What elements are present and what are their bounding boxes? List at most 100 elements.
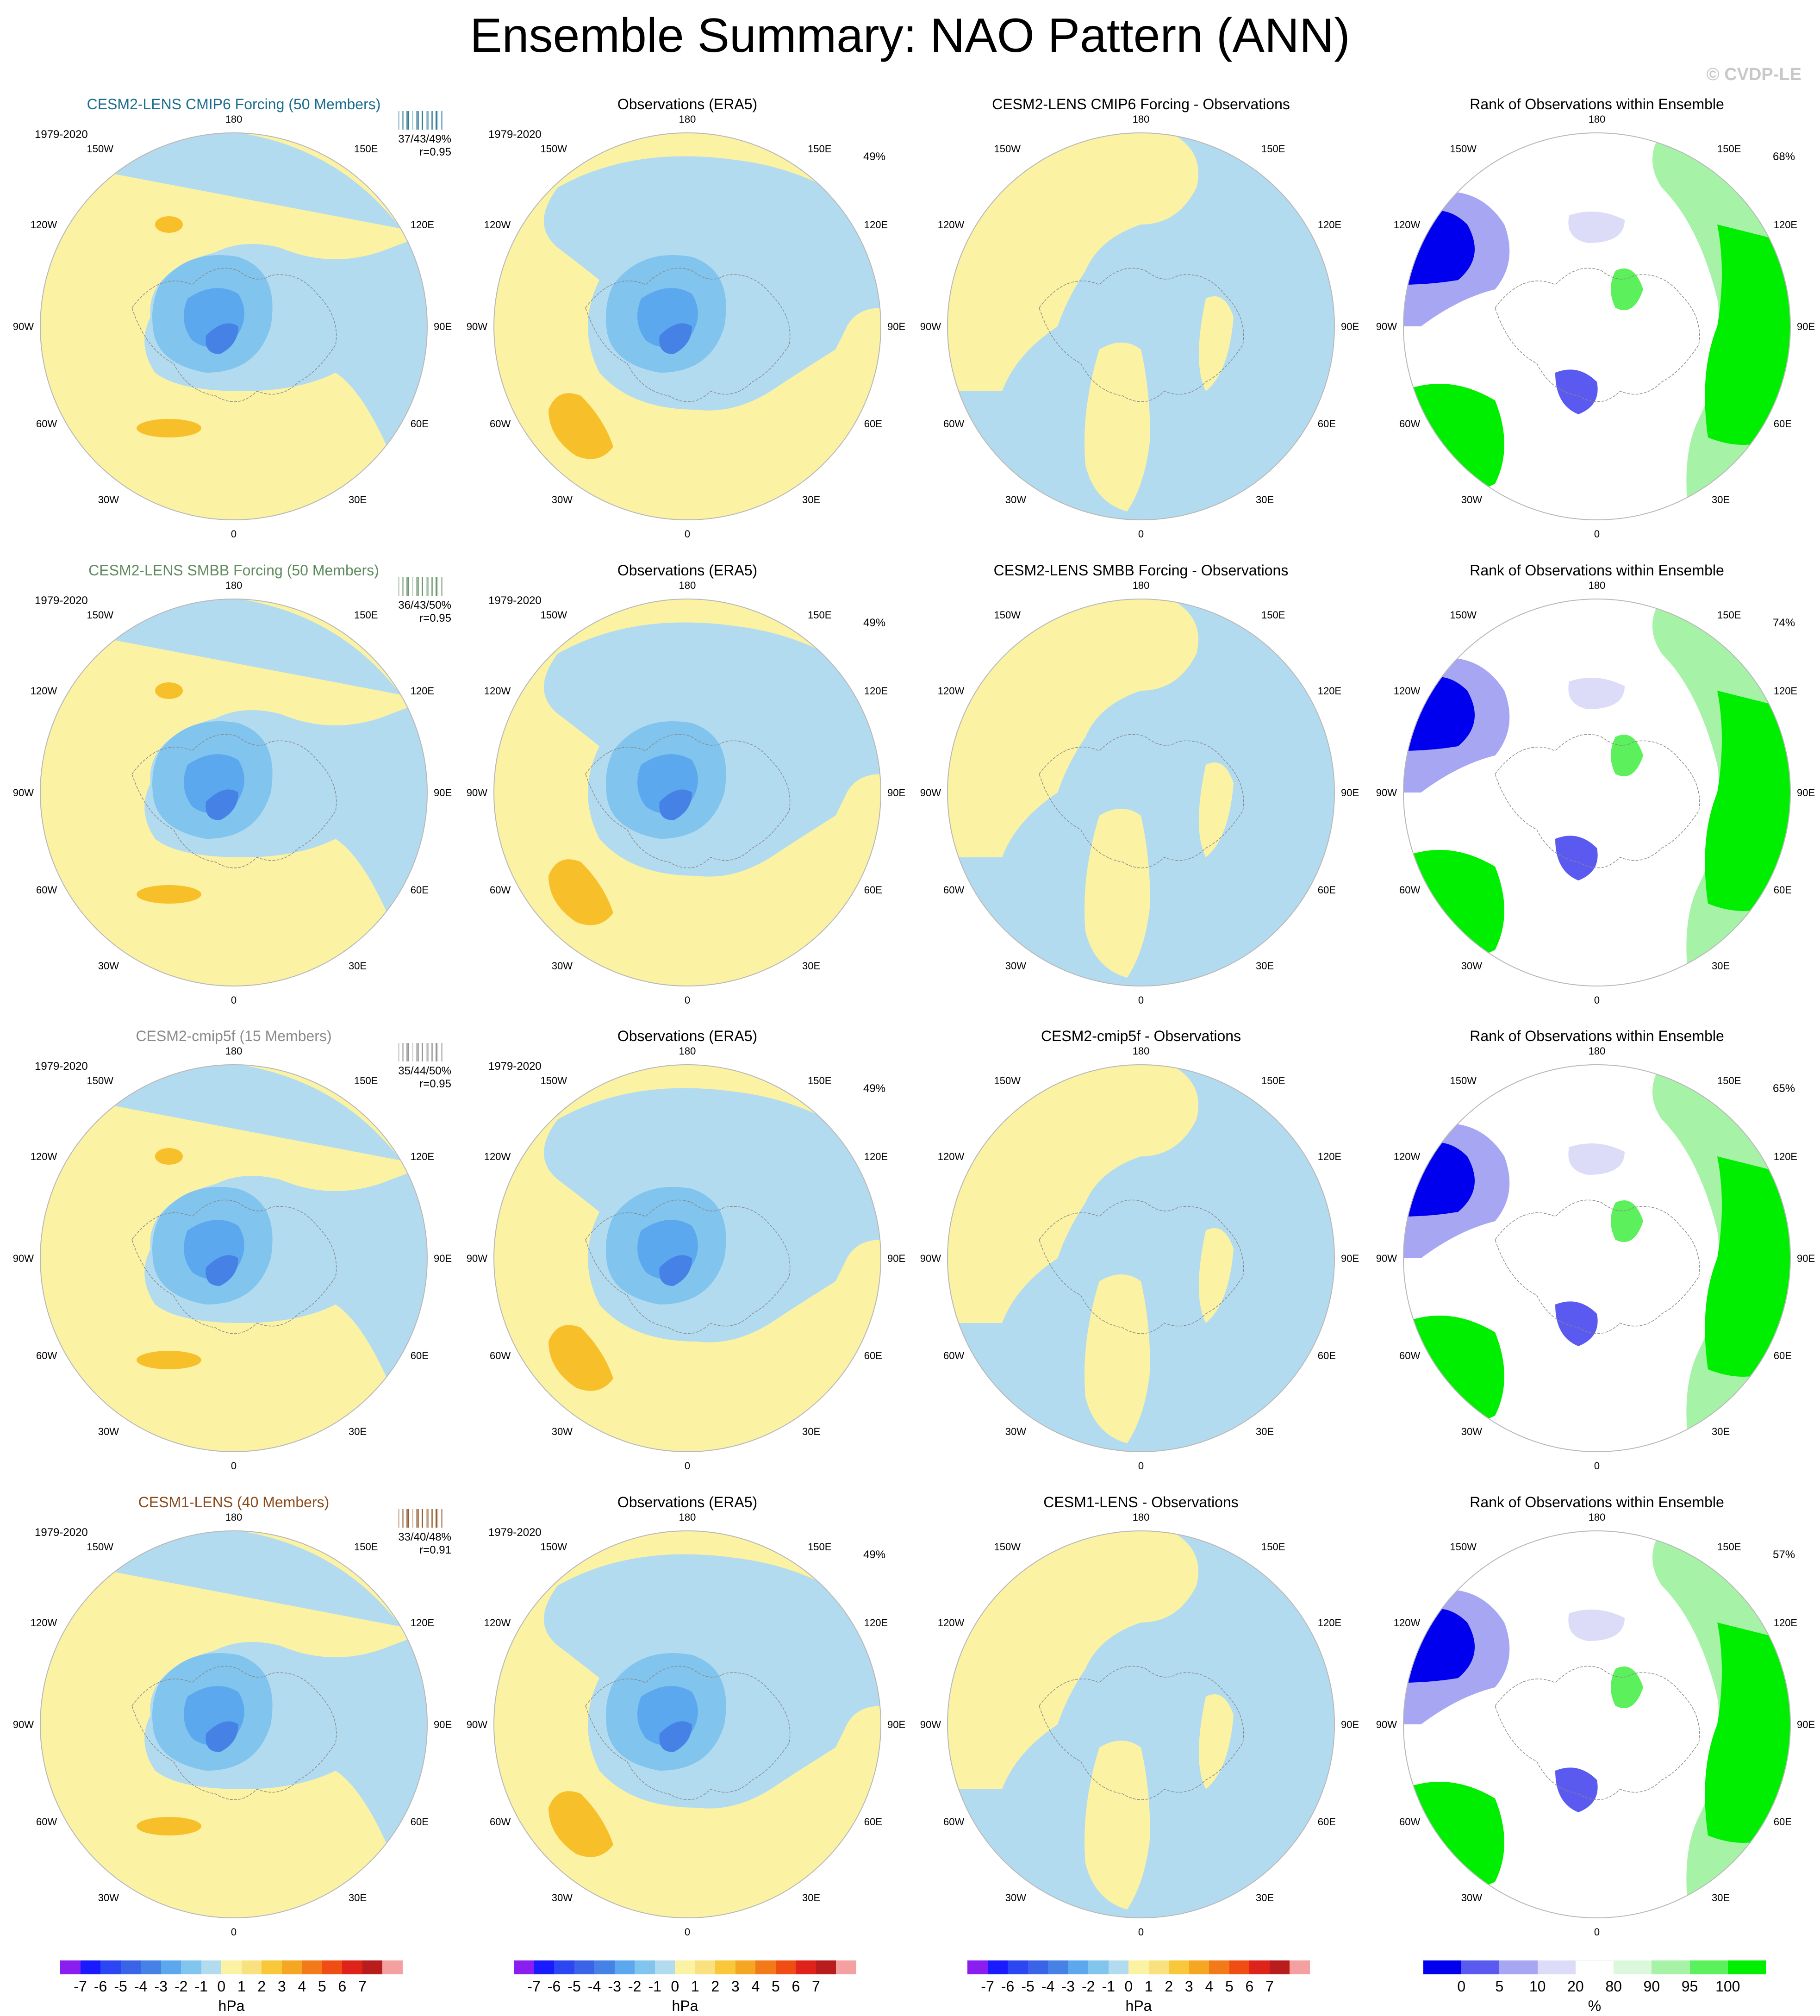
pattern-correlation: r=0.91 [419, 1544, 451, 1556]
rank-low-patch [1555, 1767, 1598, 1812]
colorbar-swatch [1229, 1960, 1250, 1974]
member-tick [398, 111, 399, 130]
positive-difference-asia [1199, 1228, 1234, 1323]
longitude-label: 60E [1773, 1350, 1792, 1361]
longitude-label: 90E [434, 1253, 452, 1264]
longitude-label: 150E [1717, 143, 1741, 155]
colorbar-unit: hPa [672, 1997, 698, 2014]
colorbar-swatch [302, 1960, 323, 1974]
panel-title: CESM1-LENS (40 Members) [138, 1494, 330, 1510]
colorbar-swatch [1128, 1960, 1149, 1974]
longitude-label: 30E [349, 1425, 367, 1437]
longitude-label: 0 [1138, 528, 1144, 540]
longitude-label: 30E [349, 1891, 367, 1904]
colorbar-tick-label: 1 [237, 1978, 246, 1995]
member-tick [406, 1043, 408, 1061]
longitude-label: 120E [1773, 685, 1798, 697]
longitude-label: 60W [943, 418, 965, 430]
longitude-label: 90W [920, 321, 941, 332]
longitude-label: 120W [937, 1617, 965, 1629]
longitude-label: 30E [1256, 1425, 1274, 1437]
longitude-label: 60W [490, 1350, 511, 1361]
longitude-label: 60W [943, 884, 965, 896]
colorbar-swatch [554, 1960, 575, 1974]
variance-explained: 57% [1773, 1548, 1795, 1561]
longitude-label: 30W [1461, 1891, 1482, 1904]
member-tick [406, 111, 408, 130]
longitude-label: 180 [1588, 1045, 1606, 1057]
diff-map [947, 599, 1335, 986]
member-tick [416, 111, 418, 130]
longitude-label: 150W [540, 143, 567, 155]
member-distribution [393, 111, 449, 130]
colorbar-tick-label: -7 [527, 1978, 541, 1995]
positive-difference-region [947, 1531, 1198, 1789]
colorbar-unit: hPa [1125, 1997, 1152, 2014]
colorbar-tick-label: 1 [691, 1978, 699, 1995]
panel-title: Observations (ERA5) [617, 96, 758, 112]
longitude-label: 150E [808, 143, 832, 155]
longitude-label: 90E [434, 787, 452, 799]
member-tick [408, 111, 409, 130]
longitude-label: 180 [1132, 580, 1150, 591]
pct-range: 33/40/48% [398, 1531, 451, 1543]
longitude-label: 150E [354, 1541, 378, 1553]
colorbar-swatch [1048, 1960, 1069, 1974]
longitude-label: 30W [551, 960, 573, 972]
positive-difference-asia [1199, 296, 1234, 391]
member-tick [426, 1043, 427, 1061]
longitude-label: 120E [1773, 1617, 1798, 1629]
member-tick [422, 111, 423, 130]
member-tick [426, 1509, 427, 1528]
longitude-label: 90E [1797, 787, 1815, 799]
colorbar-tick-label: 3 [1184, 1978, 1193, 1995]
colorbar-tick-label: 100 [1715, 1978, 1740, 1995]
longitude-label: 90W [920, 1253, 941, 1264]
colorbar-swatch [1209, 1960, 1230, 1974]
colorbar-swatch [100, 1960, 121, 1974]
longitude-label: 0 [231, 994, 237, 1006]
colorbar-swatch [1575, 1960, 1614, 1975]
longitude-label: 180 [225, 580, 243, 591]
rank-low-patch [1555, 1301, 1598, 1346]
pattern-correlation: r=0.95 [419, 1078, 451, 1090]
longitude-label: 60E [864, 1350, 882, 1361]
negative-anomaly-peak [659, 323, 692, 354]
rank-low-patch [1555, 836, 1598, 880]
longitude-label: 30E [1712, 493, 1730, 506]
longitude-label: 30W [551, 493, 573, 506]
longitude-label: 120W [30, 1617, 57, 1629]
colorbar-unit: hPa [218, 1997, 245, 2014]
colorbar-swatch [836, 1960, 857, 1974]
panel-title: CESM2-LENS CMIP6 Forcing - Observations [992, 96, 1290, 112]
longitude-label: 30E [802, 1891, 821, 1904]
member-tick [427, 1509, 429, 1528]
colorbar-tick-label: 0 [671, 1978, 679, 1995]
coastline [585, 268, 791, 402]
longitude-label: 150W [1450, 609, 1477, 621]
longitude-label: 0 [1594, 1926, 1600, 1938]
colorbar-unit: % [1588, 1997, 1602, 2014]
analysis-period: 1979-2020 [488, 128, 542, 141]
member-tick [441, 577, 443, 596]
longitude-label: 30E [349, 493, 367, 506]
rank-lower-patch [1568, 678, 1625, 709]
colorbar-tick-label: 6 [1245, 1978, 1254, 1995]
longitude-label: 90W [1376, 1719, 1397, 1730]
member-tick [412, 1509, 413, 1528]
longitude-label: 30E [1712, 1425, 1730, 1437]
ensemble-statistics: 37/43/49% r=0.95 [382, 133, 451, 159]
longitude-label: 90E [1797, 1253, 1815, 1264]
longitude-label: 0 [1594, 994, 1600, 1006]
longitude-label: 180 [225, 113, 243, 125]
colorbar-swatch [141, 1960, 162, 1974]
analysis-period: 1979-2020 [35, 594, 88, 607]
ensemble-statistics: 33/40/48% r=0.91 [382, 1531, 451, 1557]
negative-anomaly-peak [659, 1255, 692, 1286]
map-boundary [1403, 1530, 1791, 1918]
colorbar-swatch [1423, 1960, 1462, 1974]
pct-range: 35/44/50% [398, 1065, 451, 1077]
longitude-label: 90E [887, 321, 906, 332]
map-boundary [493, 1064, 881, 1452]
colorbar-swatch [60, 1960, 81, 1974]
